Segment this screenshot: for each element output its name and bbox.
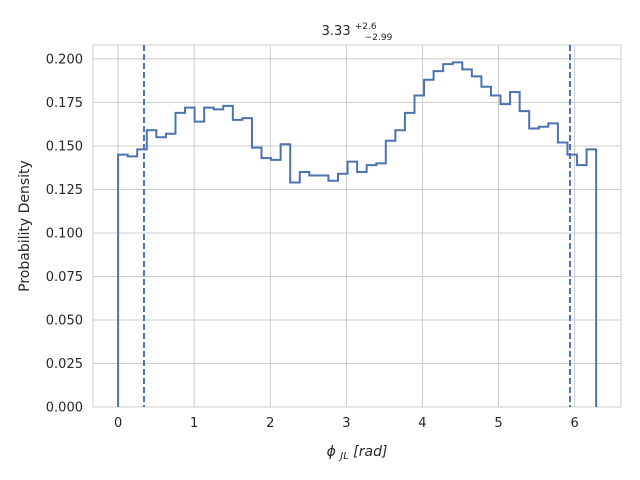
y-tick-label: 0.100 <box>46 226 83 241</box>
x-tick-label: 6 <box>570 416 578 431</box>
x-tick-labels: 0 1 2 3 4 5 6 <box>114 416 579 431</box>
x-tick-label: 2 <box>266 416 274 431</box>
x-axis-unit: [rad] <box>353 444 387 460</box>
x-axis-subscript: JL <box>338 451 349 462</box>
title-lower-error: −2.99 <box>365 33 393 43</box>
x-tick-label: 4 <box>418 416 426 431</box>
x-axis-symbol: ϕ <box>327 444 336 460</box>
y-tick-label: 0.200 <box>46 52 83 67</box>
plot-frame <box>92 44 622 408</box>
x-tick-label: 1 <box>190 416 198 431</box>
x-tick-label: 3 <box>342 416 350 431</box>
y-tick-label: 0.050 <box>46 313 83 328</box>
y-axis-label: Probability Density <box>17 160 33 292</box>
y-tick-label: 0.175 <box>46 96 83 111</box>
x-tick-label: 0 <box>114 416 122 431</box>
y-tick-label: 0.150 <box>46 139 83 154</box>
y-tick-label: 0.000 <box>46 401 83 416</box>
title-value: 3.33 <box>322 24 351 39</box>
x-axis-label: ϕ JL [rad] <box>327 444 388 463</box>
y-tick-labels: 0.000 0.025 0.050 0.075 0.100 0.125 0.150 0.175… <box>46 52 83 415</box>
histogram-step-line <box>117 61 598 407</box>
credible-interval-lines <box>142 45 572 407</box>
title-upper-error: +2.6 <box>355 22 377 32</box>
grid <box>93 45 621 408</box>
chart-title: 3.33 +2.6 −2.99 <box>322 18 393 43</box>
x-tick-label: 5 <box>494 416 502 431</box>
y-tick-label: 0.025 <box>46 357 83 372</box>
y-tick-label: 0.075 <box>46 270 83 285</box>
y-tick-label: 0.125 <box>46 183 83 198</box>
